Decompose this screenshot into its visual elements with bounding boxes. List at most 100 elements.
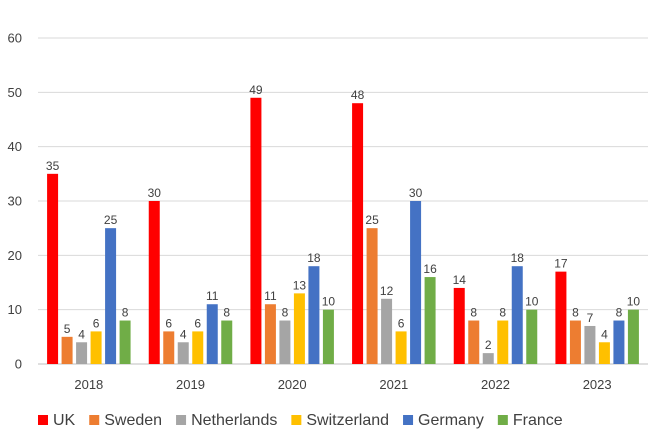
legend-entry-uk: UK xyxy=(38,412,76,429)
legend-entry-sweden: Sweden xyxy=(89,412,162,429)
bar-sweden-2019 xyxy=(163,331,175,364)
x-tick-label: 2018 xyxy=(74,377,103,392)
bar-netherlands-2022 xyxy=(482,353,494,364)
x-axis: 2018 2019 2020 2021 2022 2023 xyxy=(74,377,611,392)
bar-switzerland-2022 xyxy=(497,320,509,364)
data-label: 8 xyxy=(282,306,289,320)
data-label: 6 xyxy=(398,316,405,330)
legend-entry-netherlands: Netherlands xyxy=(176,412,277,429)
data-label: 10 xyxy=(627,295,641,309)
legend-entry-switzerland: Switzerland xyxy=(291,412,389,429)
data-label: 2 xyxy=(485,338,492,352)
data-label: 8 xyxy=(122,306,129,320)
data-label: 16 xyxy=(423,262,437,276)
data-label: 17 xyxy=(554,257,568,271)
legend-entry-france: France xyxy=(497,412,563,429)
legend-label: France xyxy=(513,412,563,429)
legend-swatch xyxy=(176,415,187,425)
bar-netherlands-2020 xyxy=(279,320,291,364)
bar-france-2018 xyxy=(119,320,131,364)
legend-entry-germany: Germany xyxy=(403,412,484,429)
bar-germany-2020 xyxy=(308,266,320,364)
legend-swatch xyxy=(291,415,302,425)
bar-switzerland-2019 xyxy=(192,331,204,364)
data-label: 11 xyxy=(264,289,277,303)
y-tick-label: 50 xyxy=(8,85,22,100)
bar-uk-2020 xyxy=(250,97,262,365)
data-label: 30 xyxy=(148,186,162,200)
legend-label: Germany xyxy=(418,412,484,429)
legend-label: UK xyxy=(53,412,76,429)
bar-germany-2022 xyxy=(511,266,523,364)
bar-france-2022 xyxy=(526,309,538,364)
data-label: 49 xyxy=(249,83,263,97)
x-tick-label: 2020 xyxy=(278,377,307,392)
x-tick-label: 2023 xyxy=(583,377,612,392)
bar-netherlands-2018 xyxy=(76,342,88,364)
bar-switzerland-2020 xyxy=(293,293,305,364)
bar-sweden-2023 xyxy=(569,320,581,364)
bar-sweden-2018 xyxy=(61,336,73,364)
data-label: 18 xyxy=(307,251,321,265)
bar-sweden-2022 xyxy=(468,320,480,364)
bar-switzerland-2021 xyxy=(395,331,407,364)
data-label: 6 xyxy=(194,316,201,330)
legend: UK Sweden Netherlands Switzerland Germany Fra… xyxy=(38,412,563,429)
data-label: 48 xyxy=(351,88,365,102)
bar-uk-2022 xyxy=(453,287,465,364)
data-label: 25 xyxy=(104,213,118,227)
legend-label: Netherlands xyxy=(191,412,277,429)
y-axis: 0 10 20 30 40 50 60 xyxy=(8,31,22,372)
bar-france-2020 xyxy=(322,309,334,364)
bar-france-2023 xyxy=(627,309,639,364)
bar-uk-2019 xyxy=(148,201,160,364)
y-tick-label: 60 xyxy=(8,31,22,46)
data-label: 12 xyxy=(380,284,394,298)
bar-switzerland-2023 xyxy=(598,342,610,364)
y-tick-label: 40 xyxy=(8,139,22,154)
data-label: 8 xyxy=(616,306,623,320)
bars xyxy=(47,97,639,365)
y-tick-label: 20 xyxy=(8,248,22,263)
data-label: 14 xyxy=(453,273,467,287)
data-label: 6 xyxy=(165,316,172,330)
legend-swatch xyxy=(403,415,414,425)
data-label: 4 xyxy=(601,327,608,341)
bar-uk-2021 xyxy=(352,103,364,364)
bar-uk-2023 xyxy=(555,271,567,364)
bar-netherlands-2023 xyxy=(584,325,596,364)
bar-netherlands-2019 xyxy=(177,342,189,364)
data-label: 6 xyxy=(93,316,100,330)
x-tick-label: 2021 xyxy=(379,377,408,392)
data-label: 13 xyxy=(293,278,307,292)
bar-sweden-2021 xyxy=(366,228,378,364)
bar-netherlands-2021 xyxy=(381,298,393,364)
data-label: 7 xyxy=(587,311,594,325)
data-label: 35 xyxy=(46,159,60,173)
bar-germany-2021 xyxy=(410,201,422,364)
legend-swatch xyxy=(38,415,48,425)
data-label: 10 xyxy=(525,295,539,309)
bar-germany-2018 xyxy=(105,228,117,364)
grid-lines xyxy=(38,37,648,365)
bar-germany-2023 xyxy=(613,320,625,364)
data-label: 4 xyxy=(180,327,187,341)
bar-france-2019 xyxy=(221,320,233,364)
legend-swatch xyxy=(89,415,100,425)
y-tick-label: 30 xyxy=(8,194,22,209)
legend-swatch xyxy=(497,415,508,425)
data-label: 8 xyxy=(470,306,477,320)
data-label: 25 xyxy=(365,213,379,227)
x-tick-label: 2022 xyxy=(481,377,510,392)
data-label: 4 xyxy=(78,327,85,341)
data-label: 11 xyxy=(206,289,219,303)
data-label: 8 xyxy=(499,306,506,320)
bar-sweden-2020 xyxy=(264,304,276,364)
data-labels: 355 4625830646118491181318104825126301614… xyxy=(46,83,641,352)
legend-label: Switzerland xyxy=(306,412,389,429)
x-tick-label: 2019 xyxy=(176,377,205,392)
data-label: 30 xyxy=(409,186,423,200)
data-label: 8 xyxy=(223,306,230,320)
